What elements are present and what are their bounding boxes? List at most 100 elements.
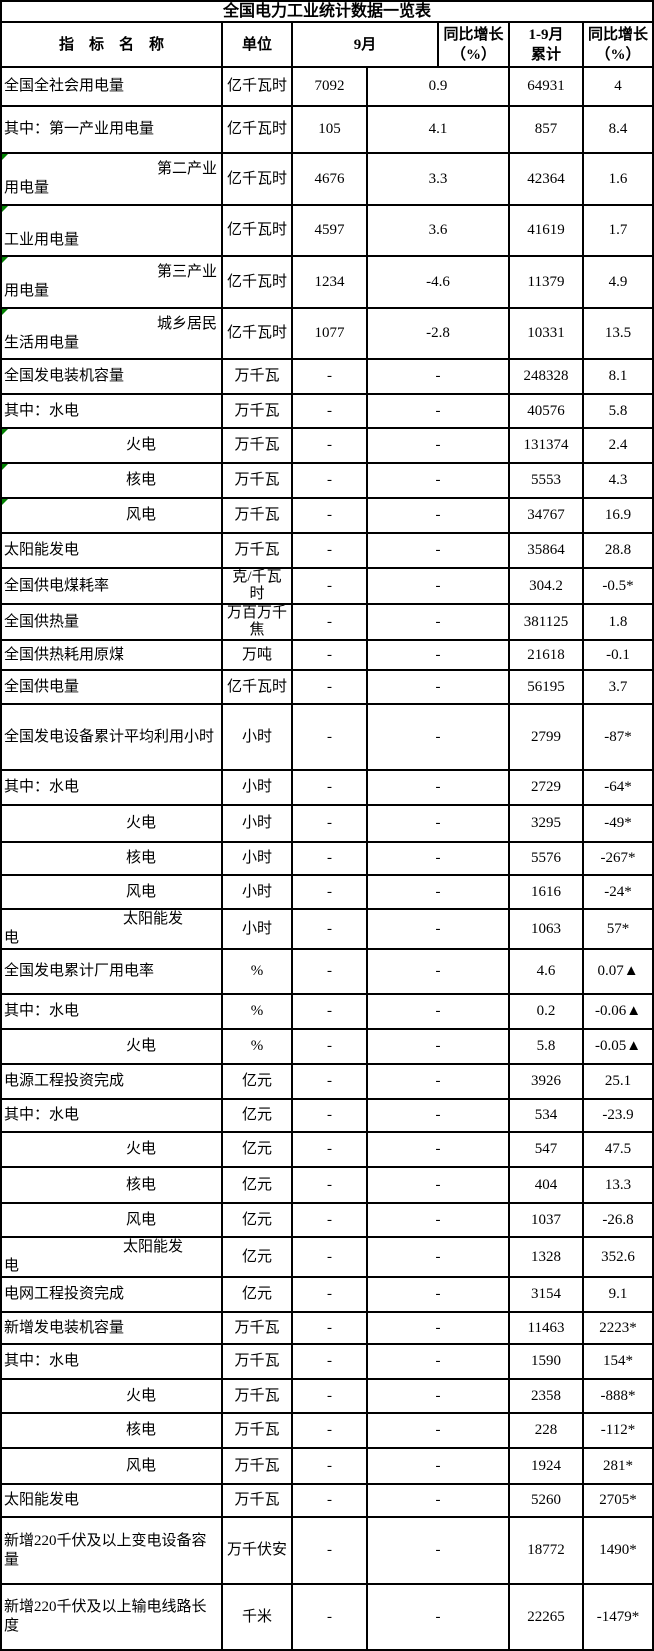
unit-text: 亿元 [241, 1141, 272, 1157]
cumulative-yoy-cell: 2705* [581, 1483, 654, 1518]
september-yoy-cell: - [366, 874, 510, 910]
table-row: 火电% - -5.8 -0.05▲ [0, 1028, 654, 1065]
indicator-cell: 太阳能发电 [0, 1483, 223, 1518]
table-row: 电源工程投资完成 亿元 - -3926 25.1 [0, 1063, 654, 1100]
cumulative-value-cell: 2799 [508, 703, 584, 771]
september-value-cell: - [291, 908, 368, 950]
cumulative-yoy-cell: -87* [581, 703, 654, 771]
indicator-cell: 全国发电装机容量 [0, 358, 223, 395]
unit-text: 万千瓦 [234, 1492, 280, 1508]
september-yoy-cell: - [366, 703, 510, 771]
unit-cell: % [221, 948, 293, 995]
table-row: 其中：水电 万千瓦 - -40576 5.8 [0, 393, 654, 429]
table-row: 核电 亿元 - -404 13.3 [0, 1166, 654, 1204]
september-yoy-cell: - [366, 769, 510, 806]
september-value-cell: - [291, 1098, 368, 1133]
indicator-text: 电网工程投资完成 [4, 1286, 125, 1302]
cumulative-value-cell: 248328 [508, 358, 584, 395]
september-yoy-cell: - [366, 1236, 510, 1278]
table-row: 风电 万千瓦 - -34767 16.9 [0, 497, 654, 534]
cumulative-value-cell: 857 [508, 105, 584, 154]
september-yoy-cell: 3.3 [366, 152, 510, 206]
unit-text: 万百万千 [226, 605, 287, 621]
indicator-cell: 全国供热量 [0, 603, 223, 641]
unit-cell: 小时 [221, 908, 293, 950]
indicator-text: 全国供电量 [4, 678, 80, 695]
september-yoy-cell: - [366, 462, 510, 499]
indicator-text: 城乡居民 [156, 315, 217, 332]
indicator-text: 全国供热量 [4, 613, 80, 630]
september-yoy-cell: - [366, 1131, 510, 1168]
indicator-text: 其中：水电 [4, 779, 80, 795]
unit-cell: 亿千瓦时 [221, 66, 293, 107]
indicator-cell: 太阳能发电 [0, 908, 223, 950]
indicator-cell: 全国发电累计厂用电率 [0, 948, 223, 995]
unit-text: 万千瓦 [234, 437, 280, 453]
cumulative-value-cell: 64931 [508, 66, 584, 107]
unit-text: 万千瓦 [234, 402, 280, 419]
unit-text: 亿元 [241, 1211, 272, 1228]
cumulative-value-cell: 34767 [508, 497, 584, 534]
unit-cell: 万千瓦 [221, 462, 293, 499]
september-value-cell: - [291, 532, 368, 569]
indicator-text: 电 [4, 930, 20, 946]
indicator-cell: 火电 [0, 804, 223, 843]
cumulative-yoy-cell: -0.5* [581, 567, 654, 605]
table-row: 核电 万千瓦 - -228 -112* [0, 1412, 654, 1449]
cumulative-value-cell: 0.2 [508, 993, 584, 1030]
cumulative-yoy-cell: -267* [581, 841, 654, 876]
indicator-cell: 第三产业 用电量 [0, 255, 223, 309]
september-yoy-cell: - [366, 1098, 510, 1133]
table-row: 其中：水电 万千瓦 - -1590 154* [0, 1343, 654, 1380]
cumulative-yoy-cell: 3.7 [581, 669, 654, 705]
september-value-cell: - [291, 769, 368, 806]
september-yoy-cell: - [366, 1378, 510, 1414]
indicator-text: 新增220千伏及以上变电设备容 [4, 1532, 207, 1549]
unit-cell: 亿千瓦时 [221, 669, 293, 705]
september-value-cell: - [291, 874, 368, 910]
unit-cell: 万百万千焦 [221, 603, 293, 641]
indicator-text: 风电 [126, 1211, 157, 1228]
unit-cell: 小时 [221, 841, 293, 876]
unit-cell: 万千瓦 [221, 1311, 293, 1345]
table-row: 火电 万千瓦 - -131374 2.4 [0, 427, 654, 464]
unit-text: 小时 [241, 883, 272, 900]
unit-cell: 亿千瓦时 [221, 105, 293, 154]
unit-cell: 亿元 [221, 1131, 293, 1168]
unit-text: 万千瓦 [234, 1387, 280, 1404]
cumulative-yoy-cell: 5.8 [581, 393, 654, 429]
cumulative-value-cell: 11463 [508, 1311, 584, 1345]
unit-cell: 亿元 [221, 1202, 293, 1238]
unit-text: 万千瓦 [234, 1353, 280, 1369]
september-value-cell: - [291, 427, 368, 464]
cumulative-value-cell: 40576 [508, 393, 584, 429]
indicator-cell: 全国发电设备累计平均利用小时 [0, 703, 223, 771]
col-header-yoy-september: 同比增长 （%） [437, 21, 510, 68]
unit-text: 克/千瓦 [232, 569, 282, 585]
indicator-text: 第二产业 [156, 161, 217, 177]
cumulative-value-cell: 404 [508, 1166, 584, 1204]
indicator-cell: 其中：水电 [0, 1343, 223, 1380]
indicator-text: 其中：水电 [4, 1353, 80, 1369]
indicator-text: 全国发电装机容量 [4, 368, 125, 384]
indicator-text: 风电 [126, 507, 157, 523]
september-value-cell: - [291, 358, 368, 395]
indicator-text: 量 [4, 1551, 20, 1568]
unit-text: 万千瓦 [234, 542, 280, 558]
col-header-text: 1-9月 [528, 26, 564, 43]
unit-text: 亿千瓦时 [226, 121, 287, 137]
indicator-cell: 风电 [0, 497, 223, 534]
unit-cell: 亿元 [221, 1098, 293, 1133]
september-yoy-cell: - [366, 1516, 510, 1585]
col-header-text: （%） [450, 46, 496, 63]
cumulative-yoy-cell: 0.07▲ [581, 948, 654, 995]
table-row: 第二产业 用电量 亿千瓦时 4676 3.3 42364 1.6 [0, 152, 654, 206]
indicator-cell: 电网工程投资完成 [0, 1276, 223, 1313]
cumulative-yoy-cell: 1.8 [581, 603, 654, 641]
cumulative-yoy-cell: -23.9 [581, 1098, 654, 1133]
table-row: 风电 亿元 - -1037 -26.8 [0, 1202, 654, 1238]
unit-text: 万吨 [241, 646, 272, 663]
unit-text: 万千瓦 [234, 507, 280, 523]
september-value-cell: - [291, 1202, 368, 1238]
unit-cell: 万千瓦 [221, 393, 293, 429]
